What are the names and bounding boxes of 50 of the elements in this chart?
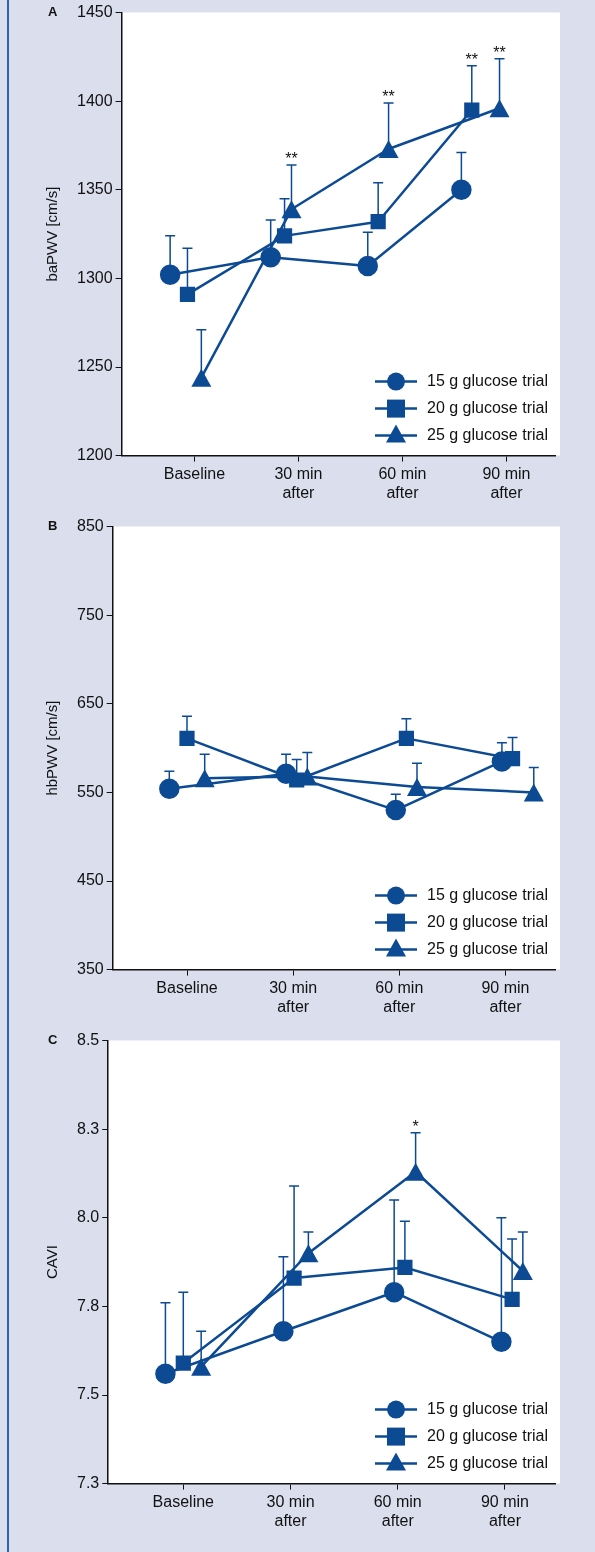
y-tick-label: 8.5 <box>76 1031 100 1049</box>
legend-label: 15 g glucose trial <box>427 372 548 390</box>
y-axis-title: hbPWV [cm/s] <box>43 700 61 796</box>
x-tick-label: 90 min after <box>481 978 530 1015</box>
x-tick-label: Baseline <box>152 1492 215 1510</box>
y-axis-title: CAVI <box>43 1245 61 1280</box>
y-tick-label: 1200 <box>77 446 113 464</box>
y-tick-label: 450 <box>76 871 104 889</box>
legend-label: 25 g glucose trial <box>427 426 548 444</box>
annotation: ** <box>465 51 479 69</box>
y-tick-label: 650 <box>76 694 104 712</box>
x-tick-label: 90 min after <box>480 1492 529 1529</box>
legend-label: 25 g glucose trial <box>427 940 548 958</box>
y-tick-label: 8.0 <box>76 1208 100 1226</box>
chart-title: B <box>48 518 58 534</box>
y-tick-label: 750 <box>76 605 104 623</box>
y-tick-label: 1300 <box>77 268 113 286</box>
y-tick-label: 7.3 <box>76 1474 100 1492</box>
legend-label: 20 g glucose trial <box>427 399 548 417</box>
x-tick-label: 60 min after <box>378 464 427 501</box>
x-tick-label: 30 min after <box>266 1492 315 1529</box>
legend-label: 20 g glucose trial <box>427 1427 548 1445</box>
x-tick-label: 30 min after <box>269 978 318 1015</box>
y-tick-label: 850 <box>76 517 104 535</box>
annotation: ** <box>493 44 506 62</box>
chart-title: A <box>48 4 58 20</box>
legend-label: 25 g glucose trial <box>427 1454 548 1472</box>
x-tick-label: 60 min after <box>373 1492 422 1529</box>
legend-label: 20 g glucose trial <box>427 913 548 931</box>
y-tick-label: 350 <box>76 960 104 978</box>
x-tick-label: 60 min after <box>375 978 424 1015</box>
annotation: ** <box>285 150 298 168</box>
chart-title: C <box>48 1032 58 1048</box>
y-axis-title: baPWV [cm/s] <box>43 186 61 282</box>
y-tick-label: 1350 <box>77 180 113 198</box>
y-tick-label: 7.5 <box>76 1385 100 1403</box>
annotation: * <box>412 1118 419 1136</box>
legend-label: 15 g glucose trial <box>427 886 548 904</box>
y-tick-label: 7.8 <box>76 1296 100 1314</box>
legend-label: 15 g glucose trial <box>427 1400 548 1418</box>
x-tick-label: Baseline <box>163 464 226 482</box>
y-tick-label: 550 <box>76 782 104 800</box>
x-tick-label: 30 min after <box>274 464 323 501</box>
x-tick-label: Baseline <box>156 978 218 996</box>
y-tick-label: 1250 <box>77 357 113 375</box>
y-tick-label: 1400 <box>77 91 113 109</box>
annotation: ** <box>382 88 395 106</box>
y-tick-label: 1450 <box>77 3 113 21</box>
y-tick-label: 8.3 <box>76 1119 100 1137</box>
x-tick-label: 90 min after <box>482 464 531 501</box>
